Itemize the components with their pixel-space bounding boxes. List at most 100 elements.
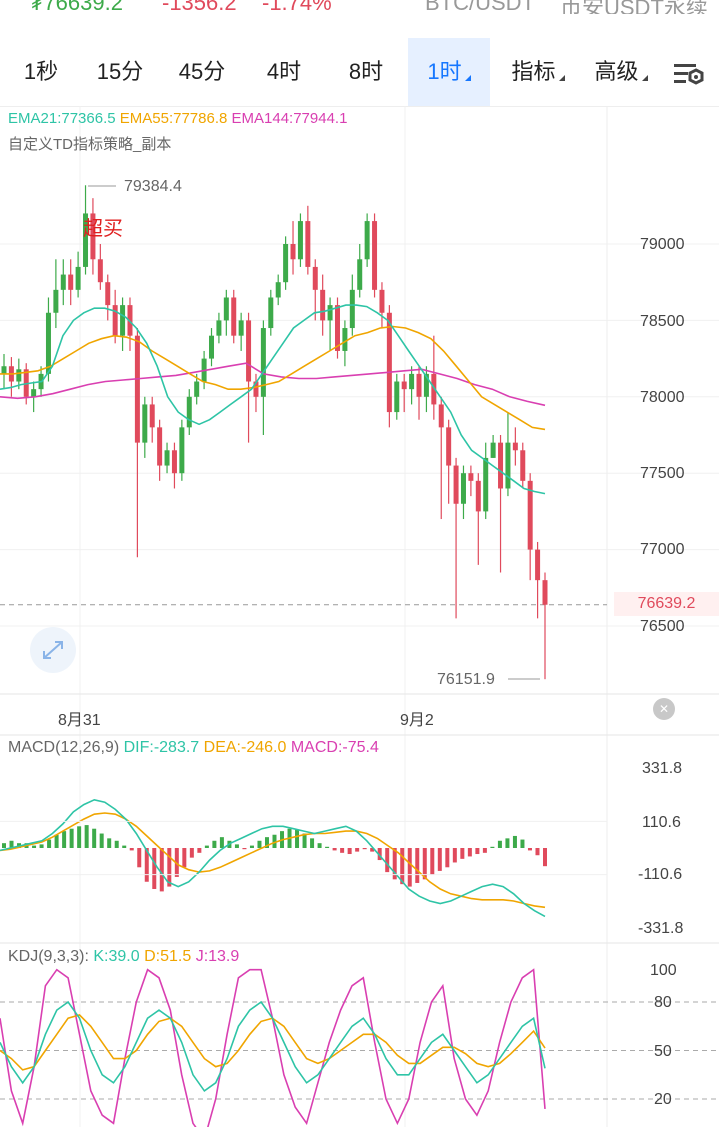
macd-bar: [332, 848, 337, 851]
kdj-j-line: [0, 968, 546, 1127]
macd-bar: [129, 848, 134, 851]
kdj-k: K:39.0: [93, 948, 140, 965]
macd-bar: [9, 840, 14, 848]
candle-body: [357, 259, 363, 290]
candle-body: [105, 282, 111, 306]
last-price: ₮76639.2: [30, 0, 123, 14]
macd-bar: [264, 837, 269, 848]
tab-4h[interactable]: 4时: [266, 59, 302, 84]
candle-body: [216, 320, 222, 336]
macd-bar: [325, 846, 330, 848]
candle-body: [268, 297, 274, 329]
price-tick: 77500: [640, 465, 685, 482]
candle-body: [75, 266, 81, 290]
macd-bar: [385, 848, 390, 873]
dif-line: [0, 798, 546, 918]
candle-body: [157, 427, 163, 466]
price-tick: 78000: [640, 389, 685, 406]
macd-bar: [167, 848, 172, 887]
macd-bar: [182, 848, 187, 868]
macd-bar: [340, 848, 345, 853]
tab-1h[interactable]: 1时: [408, 38, 490, 106]
candle-body: [194, 381, 200, 397]
candle-body: [60, 274, 66, 290]
candle-body: [97, 259, 103, 283]
candle-body: [520, 450, 526, 481]
macd-bar: [452, 848, 457, 863]
ema21-value: EMA21:77366.5: [8, 110, 116, 127]
candle-body: [45, 312, 51, 374]
candle-body: [401, 381, 407, 390]
tab-1s[interactable]: 1秒: [23, 59, 59, 84]
tab-45m[interactable]: 45分: [178, 59, 226, 84]
macd-bar: [415, 848, 420, 883]
close-icon[interactable]: ✕: [653, 698, 675, 720]
macd-bar: [54, 834, 59, 848]
candle-body: [349, 289, 355, 329]
candle-body: [334, 305, 340, 351]
exchange-name[interactable]: 币安USDT永续: [560, 0, 708, 14]
candle-body: [112, 305, 118, 336]
tab-8h[interactable]: 8时: [348, 59, 384, 84]
candle-body: [364, 221, 370, 260]
macd-bar: [370, 848, 375, 852]
candle-body: [223, 297, 229, 321]
kdj-tick: 20: [654, 1091, 672, 1108]
kdj-legend: KDJ(9,3,3): K:39.0 D:51.5 J:13.9: [8, 948, 239, 966]
kdj-j: J:13.9: [195, 948, 240, 965]
low-price-label: 76151.9: [437, 671, 495, 688]
candle-body: [120, 305, 126, 336]
kdj-tick: 100: [650, 962, 677, 979]
tab-indicators[interactable]: 指标: [497, 38, 579, 106]
tab-advanced[interactable]: 高级: [580, 38, 662, 106]
candle-body: [379, 289, 385, 313]
candle-body: [134, 335, 140, 443]
macd-bar: [69, 828, 74, 848]
macd-bar: [249, 845, 254, 848]
high-price-label: 79384.4: [124, 178, 182, 195]
ema-legend: EMA21:77366.5 EMA55:77786.8 EMA144:77944…: [8, 110, 347, 127]
macd-bar: [152, 848, 157, 889]
candle-body: [231, 297, 237, 336]
macd-bar: [204, 845, 209, 848]
candle-body: [312, 266, 318, 290]
candle-body: [179, 427, 185, 474]
macd-bar: [543, 848, 547, 867]
macd-bar: [39, 844, 44, 848]
candle-body: [468, 473, 474, 481]
candle-body: [542, 580, 548, 605]
macd-bar: [159, 848, 164, 892]
candle-body: [527, 480, 533, 550]
kdj-title: KDJ(9,3,3):: [8, 948, 89, 965]
macd-bar: [400, 848, 405, 885]
kdj-k-line: [0, 1000, 546, 1093]
expand-icon[interactable]: [30, 627, 76, 673]
macd-bar: [302, 833, 307, 848]
candle-body: [209, 335, 215, 359]
tab-15m[interactable]: 15分: [96, 59, 144, 84]
macd-bar: [295, 829, 300, 848]
candle-body: [275, 282, 281, 298]
ema144-line: [0, 362, 546, 407]
candle-body: [505, 442, 511, 489]
pair-name[interactable]: BTC/USDT: [425, 0, 535, 14]
ema55-value: EMA55:77786.8: [119, 110, 228, 127]
candle-body: [90, 213, 96, 260]
price-tick: 78500: [640, 313, 685, 330]
candle-body: [460, 473, 466, 504]
candle-body: [164, 450, 170, 466]
candle-body: [498, 442, 504, 489]
dropdown-triangle-icon: [641, 75, 648, 81]
ema21-line: [0, 304, 546, 495]
macd-bar: [234, 844, 239, 848]
candle-body: [297, 221, 303, 260]
macd-tick: -331.8: [638, 920, 684, 937]
chart-settings-icon[interactable]: [662, 38, 712, 106]
current-price-tag: 76639.2: [614, 592, 719, 616]
macd-bar: [137, 848, 142, 868]
candle-body: [83, 213, 89, 267]
price-change-pct: -1.74%: [262, 0, 332, 14]
candle-body: [53, 289, 59, 313]
macd-bar: [317, 843, 322, 848]
